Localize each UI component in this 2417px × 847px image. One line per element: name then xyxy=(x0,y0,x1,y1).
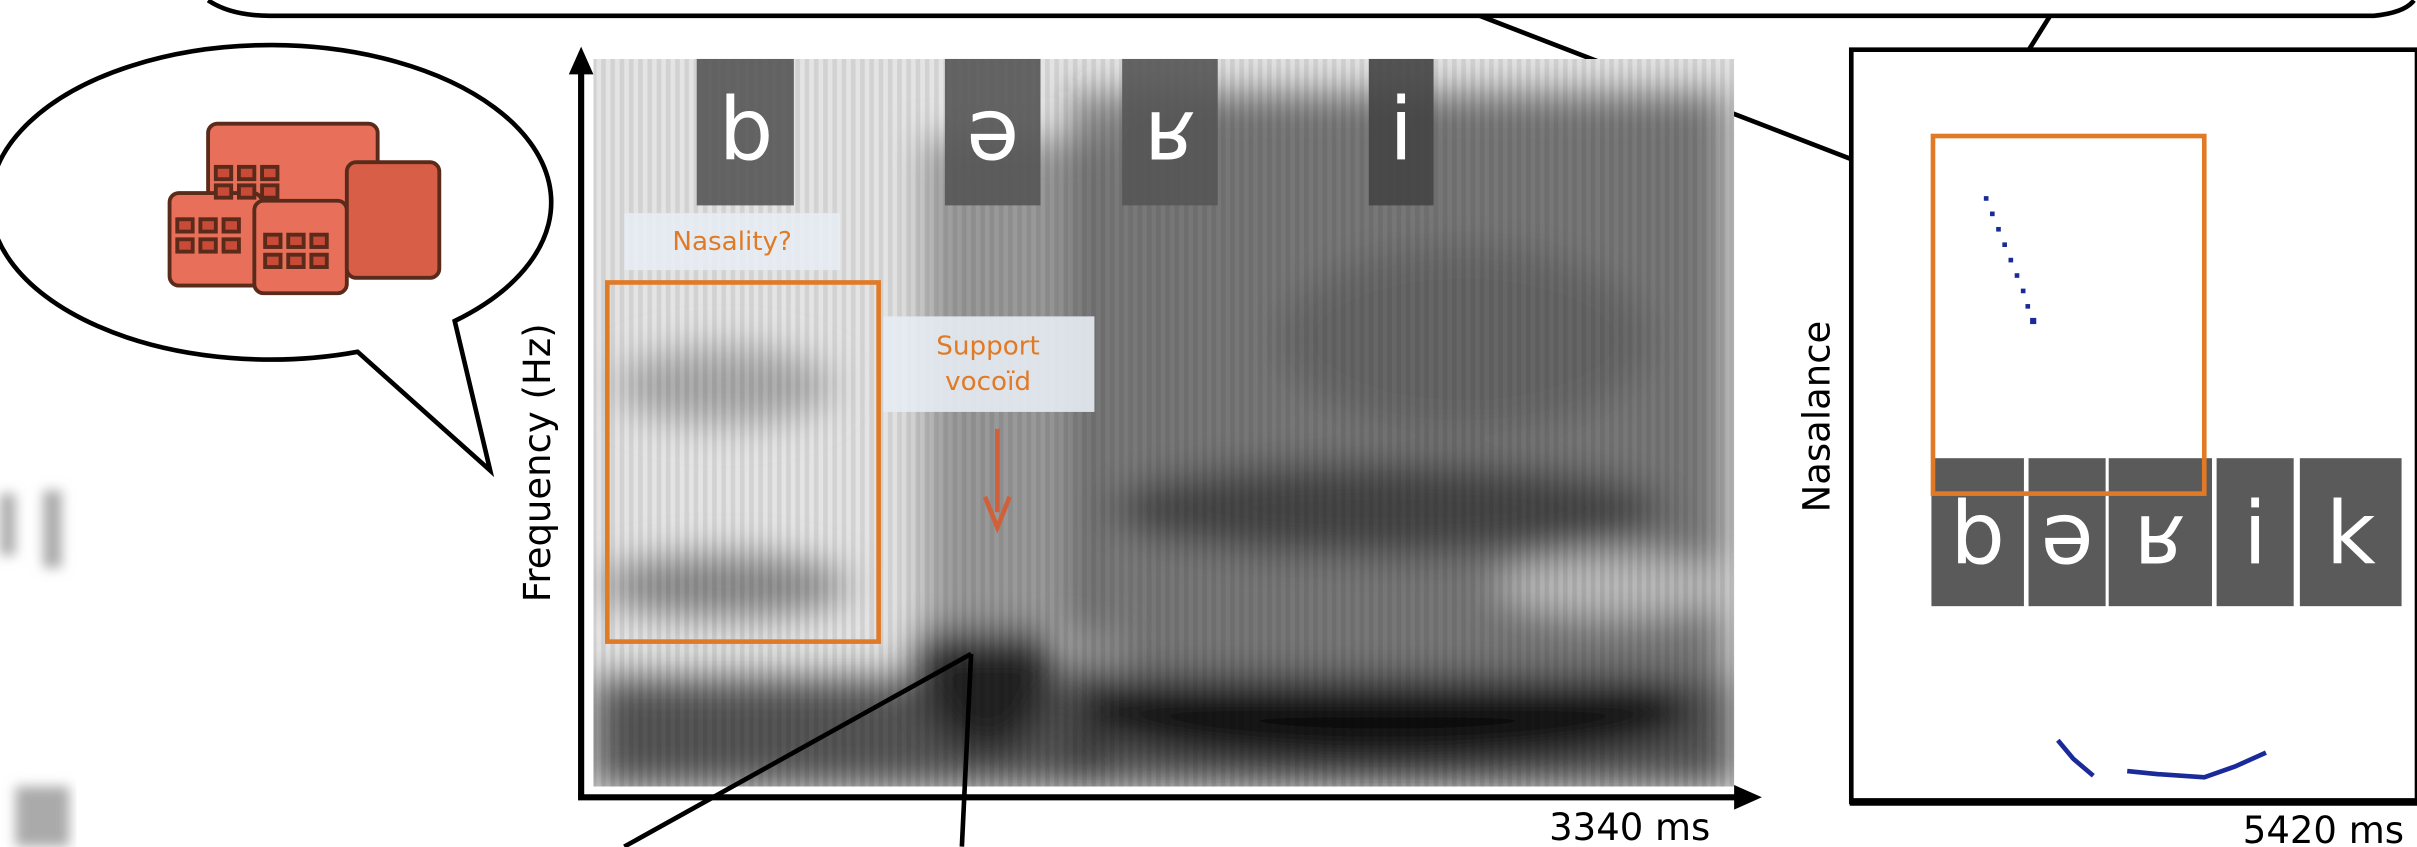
slide: b ə ʁ i Nasality? Support vocoïd Frequen… xyxy=(0,0,2417,847)
faint-marks xyxy=(0,491,69,847)
support-label: Support xyxy=(936,332,1040,362)
phoneme-label: ə xyxy=(2041,484,2094,584)
x-end-label: 3340 ms xyxy=(1549,806,1710,847)
phoneme-label: ʁ xyxy=(1144,80,1196,180)
x-end-label: 5420 ms xyxy=(2243,809,2404,847)
y-axis-label: Nasalance xyxy=(1795,321,1838,513)
phoneme-label: ə xyxy=(966,80,1019,180)
phoneme-label: b xyxy=(719,80,774,180)
top-frame xyxy=(208,0,2414,15)
axis-arrow xyxy=(569,47,594,75)
nasalance-panel xyxy=(1851,50,2417,802)
phoneme-boxes: b ə ʁ i k xyxy=(1931,458,2401,606)
phoneme-label: k xyxy=(2326,484,2376,584)
axis-arrow xyxy=(1734,785,1762,810)
phoneme-label: b xyxy=(1950,484,2005,584)
phoneme-label: ʁ xyxy=(2134,484,2186,584)
phoneme-label: i xyxy=(2243,484,2267,584)
phoneme-label: i xyxy=(1389,80,1413,180)
y-axis-label: Frequency (Hz) xyxy=(516,323,559,602)
support-label: vocoïd xyxy=(945,367,1031,397)
nasality-label: Nasality? xyxy=(672,227,792,257)
